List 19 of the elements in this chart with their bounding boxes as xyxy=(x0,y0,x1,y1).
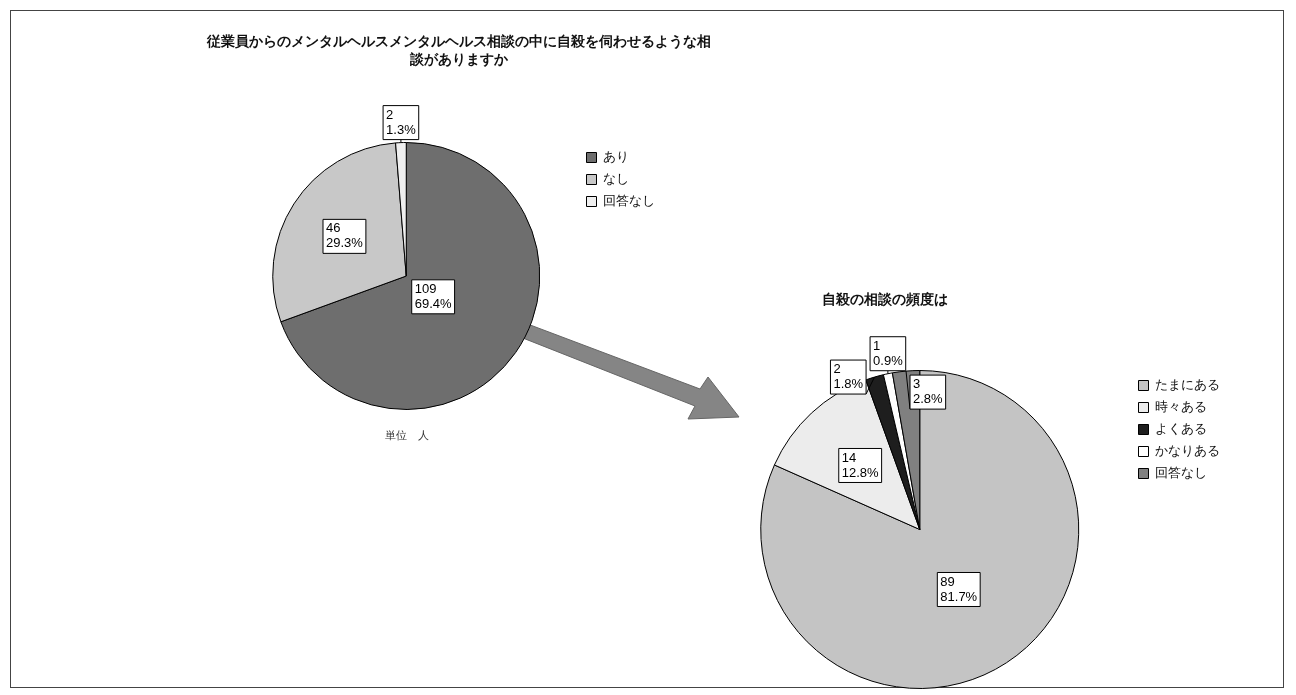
chart-title: 従業員からのメンタルヘルスメンタルヘルス相談の中に自殺を伺わせるような相談がありますか xyxy=(206,32,712,68)
legend-label: かなりある xyxy=(1155,442,1220,458)
data-label: 14 12.8% xyxy=(841,449,880,480)
legend-label: 回答なし xyxy=(1155,464,1207,480)
data-label: 2 1.3% xyxy=(386,106,417,137)
text: 単位 人 xyxy=(385,428,429,443)
data-label: 109 69.4% xyxy=(414,280,453,311)
legend-label: 時々ある xyxy=(1155,398,1207,414)
data-label: 1 0.9% xyxy=(873,337,904,368)
legend-label: よくある xyxy=(1155,420,1207,436)
data-label: 89 81.7% xyxy=(940,573,978,604)
legend-label: なし xyxy=(603,170,629,186)
data-label: 2 1.8% xyxy=(833,361,864,392)
data-label: 46 29.3% xyxy=(326,220,364,251)
data-label: 3 2.8% xyxy=(913,376,944,407)
legend-label: たまにある xyxy=(1155,376,1220,392)
chart-title: 自殺の相談の頻度は xyxy=(821,290,949,308)
legend-label: あり xyxy=(603,148,629,164)
legend-label: 回答なし xyxy=(603,192,655,208)
